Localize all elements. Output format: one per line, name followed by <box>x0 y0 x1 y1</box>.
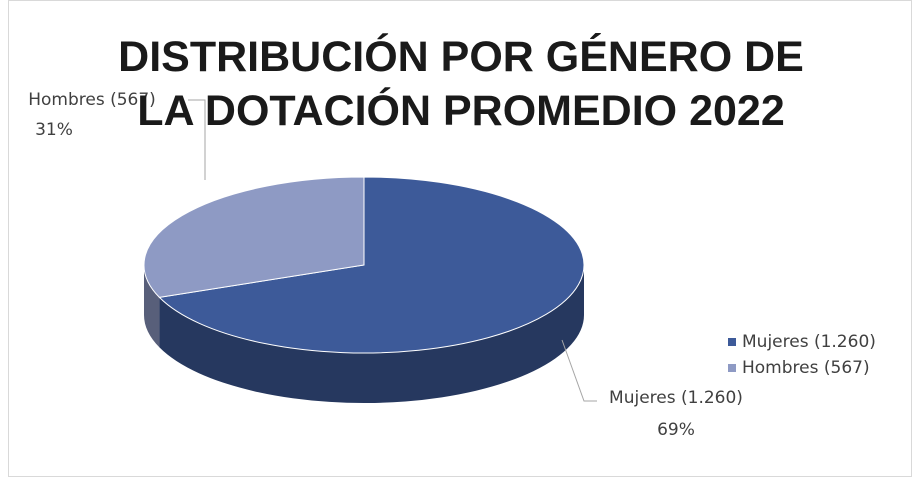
chart-title: DISTRIBUCIÓN POR GÉNERO DE LA DOTACIÓN P… <box>118 33 804 135</box>
pie-slice <box>158 176 585 354</box>
legend-swatch <box>728 364 736 372</box>
leader-line <box>188 99 206 180</box>
leader-line <box>561 339 597 402</box>
data-label-name: Hombres (567) <box>28 90 156 110</box>
data-label-value: 31% <box>35 120 73 140</box>
pie-side <box>159 265 585 403</box>
legend-label: Hombres (567) <box>742 358 870 378</box>
legend-label: Mujeres (1.260) <box>742 332 876 352</box>
pie-slice <box>143 176 365 298</box>
pie-side <box>144 265 160 348</box>
legend-swatch <box>728 338 736 346</box>
data-label-value: 69% <box>657 420 695 440</box>
data-label-name: Mujeres (1.260) <box>609 388 743 408</box>
